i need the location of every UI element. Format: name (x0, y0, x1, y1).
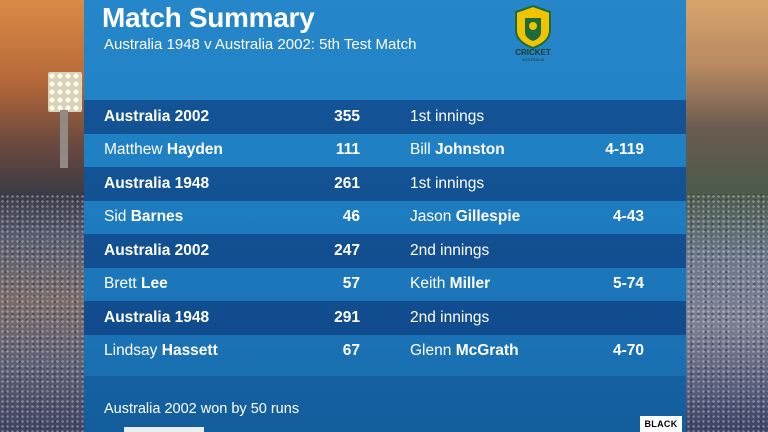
floodlight-icon (48, 72, 82, 112)
bowler-name: Bill Johnston (410, 141, 505, 159)
bowler-first-name: Glenn (410, 342, 452, 360)
table-row: Lindsay Hassett 67 Glenn McGrath 4-70 (84, 335, 686, 369)
table-row: Matthew Hayden 111 Bill Johnston 4-119 (84, 134, 686, 168)
page-title: Match Summary (102, 2, 315, 33)
team-score: 291 (334, 308, 360, 326)
bowler-name: Jason Gillespie (410, 208, 520, 226)
innings-label: 1st innings (410, 174, 485, 192)
crowd-left (0, 194, 84, 432)
team-name: Australia 1948 (104, 174, 210, 192)
batter-name: Matthew Hayden (104, 141, 223, 159)
stadium-background-left (0, 0, 84, 432)
batter-first-name: Brett (104, 275, 137, 293)
batter-first-name: Lindsay (104, 342, 158, 360)
stadium-background-right (686, 0, 768, 432)
cricket-australia-logo-icon: CRICKET AUSTRALIA (515, 4, 551, 62)
bowler-last-name: Johnston (434, 141, 505, 159)
team-score: 261 (334, 174, 360, 192)
bowler-last-name: McGrath (455, 342, 519, 360)
batter-runs: 57 (342, 275, 360, 293)
logo-subtext: AUSTRALIA (522, 57, 545, 62)
bowler-name: Glenn McGrath (410, 342, 519, 360)
innings-label: 2nd innings (410, 308, 490, 326)
summary-table: Australia 2002 355 1st innings Matthew H… (84, 100, 686, 368)
team-name: Australia 2002 (104, 241, 210, 259)
bowling-figures: 4-43 (612, 208, 644, 226)
bowling-figures: 5-74 (612, 275, 644, 293)
floodlight-pole (60, 110, 68, 168)
bowler-last-name: Gillespie (455, 208, 521, 226)
innings-label: 1st innings (410, 107, 485, 125)
table-row: Brett Lee 57 Keith Miller 5-74 (84, 268, 686, 302)
batter-last-name: Barnes (130, 208, 184, 226)
team-name: Australia 1948 (104, 308, 210, 326)
table-row: Australia 2002 355 1st innings (84, 100, 686, 134)
batter-runs: 111 (335, 141, 360, 159)
logo-text: CRICKET (515, 48, 551, 57)
bowling-figures: 4-119 (605, 141, 644, 159)
broadcaster-badge: BLACK (640, 416, 682, 432)
match-result: Australia 2002 won by 50 runs (104, 401, 300, 417)
batter-last-name: Lee (141, 275, 168, 293)
innings-label: 2nd innings (410, 241, 490, 259)
team-score: 355 (334, 107, 360, 125)
footer-band (84, 376, 686, 432)
bowler-last-name: Miller (449, 275, 491, 293)
table-row: Australia 1948 291 2nd innings (84, 301, 686, 335)
match-summary-panel: Match Summary Australia 1948 v Australia… (84, 0, 686, 432)
batter-name: Lindsay Hassett (104, 342, 218, 360)
batter-name: Brett Lee (104, 275, 168, 293)
batter-name: Sid Barnes (104, 208, 183, 226)
team-name: Australia 2002 (104, 107, 210, 125)
bowler-first-name: Bill (410, 141, 431, 159)
batter-first-name: Matthew (104, 141, 163, 159)
table-row: Australia 1948 261 1st innings (84, 167, 686, 201)
bottom-strip (124, 427, 204, 432)
bowler-first-name: Jason (410, 208, 452, 226)
batter-first-name: Sid (104, 208, 127, 226)
team-score: 247 (334, 241, 360, 259)
bowler-name: Keith Miller (410, 275, 490, 293)
bowling-figures: 4-70 (612, 342, 644, 360)
table-row: Australia 2002 247 2nd innings (84, 234, 686, 268)
table-row: Sid Barnes 46 Jason Gillespie 4-43 (84, 201, 686, 235)
batter-last-name: Hassett (161, 342, 218, 360)
batter-runs: 46 (342, 208, 360, 226)
page-subtitle: Australia 1948 v Australia 2002: 5th Tes… (104, 36, 417, 53)
crowd-right (686, 194, 768, 432)
bowler-first-name: Keith (410, 275, 446, 293)
batter-runs: 67 (342, 342, 360, 360)
batter-last-name: Hayden (166, 141, 223, 159)
